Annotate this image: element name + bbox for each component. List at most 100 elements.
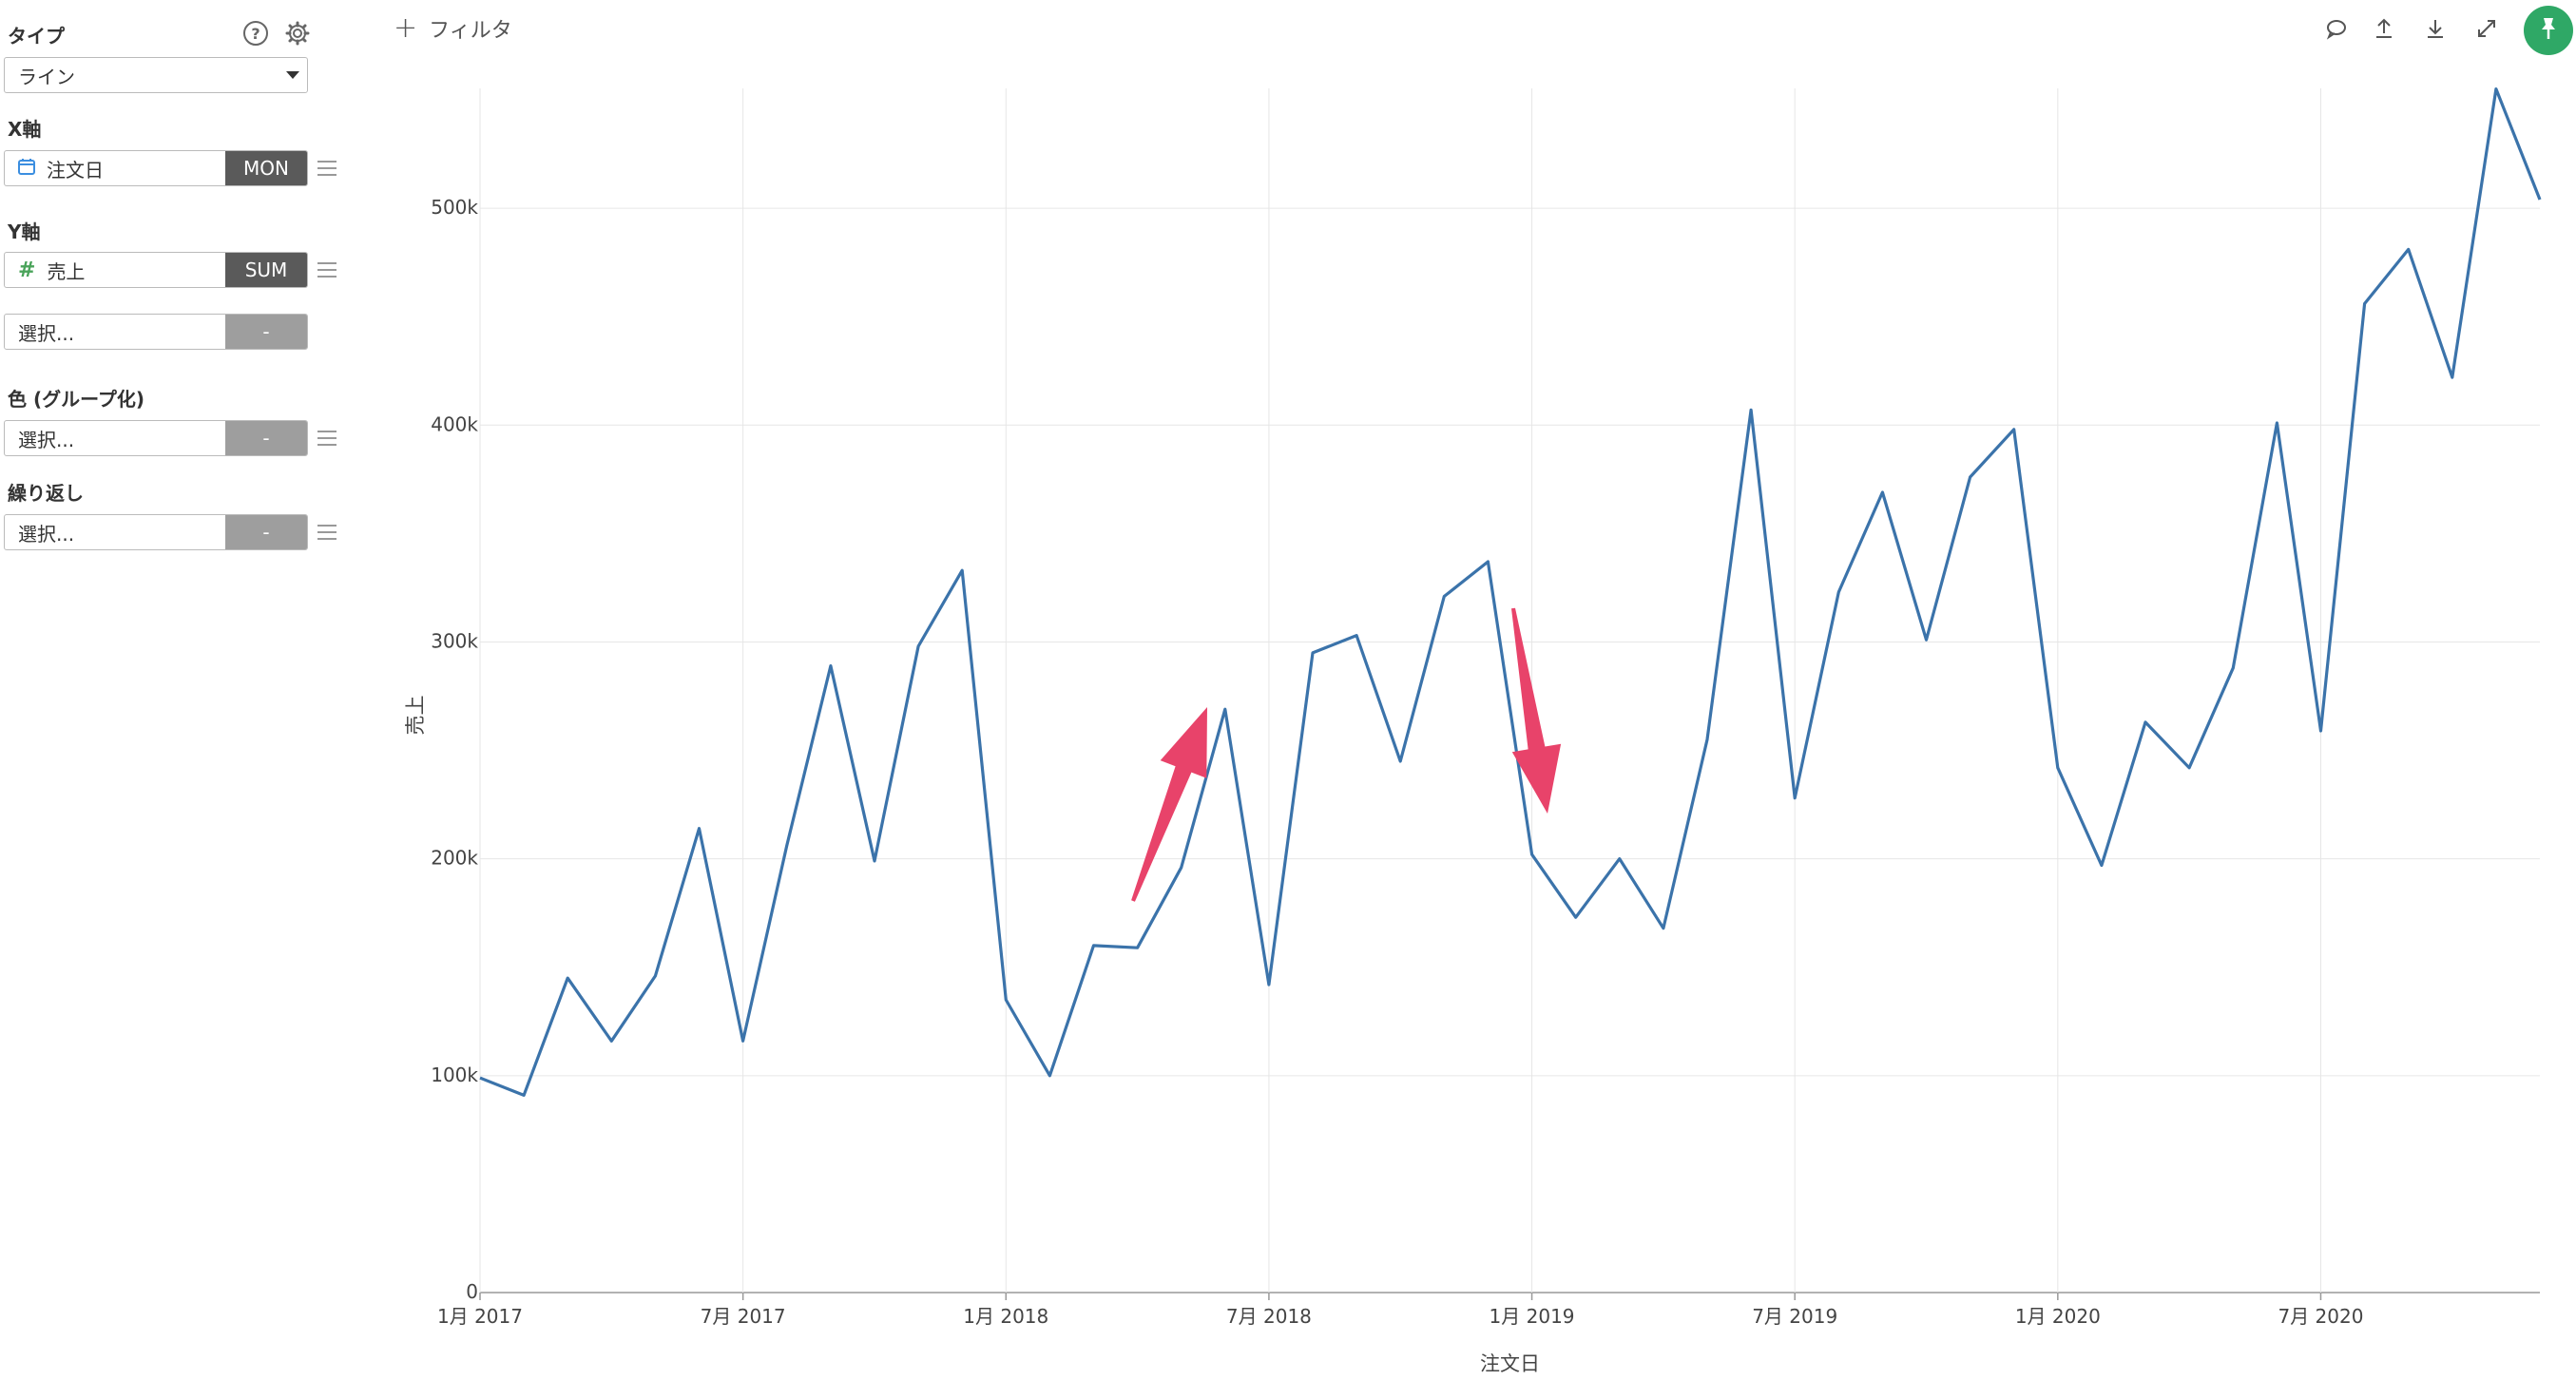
pin-icon <box>2537 16 2560 45</box>
data-point <box>1267 983 1270 986</box>
x-tick-label: 1月 2018 <box>963 1305 1048 1328</box>
data-point <box>741 1040 744 1043</box>
data-point <box>1925 639 1928 642</box>
help-icon[interactable]: ? <box>243 21 268 46</box>
annotation-arrow-up <box>1131 707 1207 902</box>
upload-icon[interactable] <box>2369 13 2399 44</box>
y-tick-label: 0 <box>466 1280 478 1303</box>
data-point <box>654 974 657 977</box>
data-point <box>873 859 875 862</box>
hash-icon: # <box>18 258 36 282</box>
data-point <box>829 664 832 667</box>
data-point <box>1223 708 1226 711</box>
x-axis-field-name: 注文日 <box>47 158 104 182</box>
data-point <box>478 1077 481 1080</box>
data-point <box>1136 947 1139 949</box>
x-axis-menu-icon[interactable] <box>317 161 336 176</box>
data-point <box>2451 375 2453 378</box>
x-tick-label: 1月 2017 <box>437 1305 523 1328</box>
data-point <box>2319 729 2322 732</box>
data-point <box>1005 998 1008 1001</box>
gear-icon[interactable] <box>285 21 310 46</box>
data-point <box>785 844 788 847</box>
data-point <box>1399 759 1402 762</box>
data-point <box>2143 720 2146 723</box>
repeat-placeholder: 選択... <box>18 522 75 546</box>
y-axis-field[interactable]: # 売上 SUM <box>4 252 308 288</box>
x-tick-label: 1月 2019 <box>1490 1305 1575 1328</box>
color-group-label: 色 (グループ化) <box>8 388 145 411</box>
repeat-menu-icon[interactable] <box>317 525 336 540</box>
chart-type-select[interactable]: ライン <box>4 57 308 93</box>
data-point <box>2012 428 2015 431</box>
x-tick-label: 7月 2019 <box>1752 1305 1837 1328</box>
repeat-aggregation[interactable]: - <box>225 515 307 549</box>
color-group-placeholder: 選択... <box>18 428 75 451</box>
data-point <box>1092 944 1095 947</box>
data-point <box>2276 421 2278 424</box>
data-point <box>2100 864 2103 867</box>
color-group-aggregation[interactable]: - <box>225 421 307 455</box>
add-filter-button[interactable]: + フィルタ <box>394 13 512 44</box>
data-point <box>2363 302 2366 305</box>
type-label: タイプ <box>8 25 65 48</box>
calendar-icon <box>18 157 35 180</box>
comment-icon[interactable] <box>2321 13 2352 44</box>
color-group-field[interactable]: 選択... - <box>4 420 308 456</box>
data-point <box>961 569 964 572</box>
data-point <box>1618 857 1621 860</box>
caret-down-icon <box>279 71 307 79</box>
data-point <box>2188 766 2191 769</box>
data-point <box>1969 475 1971 478</box>
data-point <box>1487 560 1490 563</box>
x-axis-field[interactable]: 注文日 MON <box>4 150 308 186</box>
y-tick-label: 500k <box>431 196 478 219</box>
chart-type-value: ライン <box>18 65 75 88</box>
sales-line <box>479 86 2542 1098</box>
y-axis-add-aggregation[interactable]: - <box>225 315 307 349</box>
data-point <box>1662 927 1664 929</box>
data-point <box>2538 198 2541 201</box>
x-axis-label: X軸 <box>8 118 42 141</box>
y-tick-label: 300k <box>431 629 478 652</box>
data-point <box>1705 738 1708 741</box>
data-point <box>1355 634 1358 637</box>
data-point <box>1794 796 1797 799</box>
data-point <box>1881 490 1884 493</box>
data-point <box>1574 916 1577 919</box>
y-axis-add-field[interactable]: 選択... - <box>4 314 308 350</box>
data-point <box>1749 409 1752 412</box>
repeat-field[interactable]: 選択... - <box>4 514 308 550</box>
plus-icon: + <box>394 11 418 45</box>
data-point <box>567 977 569 980</box>
y-axis-label: Y軸 <box>8 220 41 243</box>
data-point <box>1443 595 1446 598</box>
download-icon[interactable] <box>2420 13 2451 44</box>
y-tick-label: 100k <box>431 1064 478 1086</box>
repeat-label: 繰り返し <box>8 482 84 505</box>
y-axis-menu-icon[interactable] <box>317 262 336 278</box>
data-point <box>1530 853 1533 855</box>
color-group-menu-icon[interactable] <box>317 431 336 446</box>
y-axis-field-name: 売上 <box>47 259 86 283</box>
y-axis-add-placeholder: 選択... <box>18 321 75 345</box>
y-axis-aggregation-button[interactable]: SUM <box>225 253 307 287</box>
data-point <box>2494 87 2497 90</box>
data-point <box>610 1040 613 1043</box>
x-tick-label: 7月 2020 <box>2278 1305 2363 1328</box>
data-point <box>1180 866 1182 869</box>
data-point <box>2232 666 2235 669</box>
pin-button[interactable] <box>2524 6 2573 55</box>
y-axis-title: 売上 <box>404 696 427 736</box>
data-point <box>698 827 701 830</box>
x-tick-label: 1月 2020 <box>2015 1305 2101 1328</box>
x-tick-label: 7月 2017 <box>701 1305 786 1328</box>
y-tick-label: 200k <box>431 847 478 870</box>
data-point <box>916 644 919 647</box>
expand-icon[interactable] <box>2471 13 2502 44</box>
data-point <box>2056 766 2059 769</box>
data-point <box>1048 1074 1051 1077</box>
x-axis-aggregation-button[interactable]: MON <box>225 151 307 185</box>
data-point <box>1311 651 1314 654</box>
